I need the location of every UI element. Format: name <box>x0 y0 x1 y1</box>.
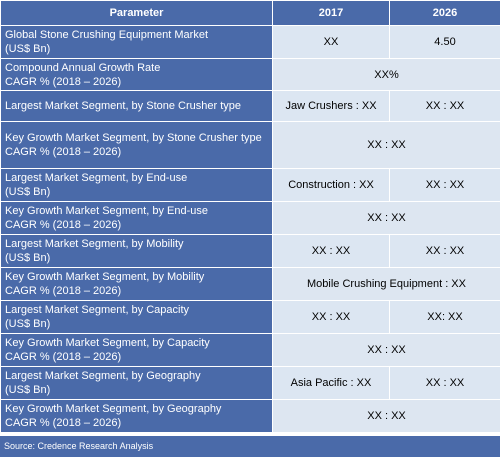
value-2017: XX <box>272 25 390 59</box>
parameter-line: Key Growth Market Segment, by Stone Crus… <box>5 132 262 144</box>
value-span: XX : XX <box>272 121 500 169</box>
value-2017: Asia Pacific : XX <box>272 366 390 400</box>
value-2026: XX : XX <box>389 168 500 202</box>
parameter-line: Largest Market Segment, by Mobility <box>5 238 184 250</box>
row-parameter: Key Growth Market Segment, by End-use CAG… <box>0 201 273 235</box>
value-span: XX% <box>272 58 500 91</box>
value-2026: XX: XX <box>389 300 500 334</box>
table-row: Largest Market Segment, by Geography (US$… <box>0 366 500 400</box>
parameter-line: CAGR % (2018 – 2026) <box>5 219 122 231</box>
parameter-line: Global Stone Crushing Equipment Market <box>5 29 208 41</box>
parameter-line: (US$ Bn) <box>5 384 51 396</box>
value-2026: XX : XX <box>389 234 500 268</box>
row-parameter: Compound Annual Growth Rate CAGR % (2018 … <box>0 58 273 91</box>
row-parameter: Key Growth Market Segment, by Capacity CA… <box>0 333 273 367</box>
market-summary-table: Parameter 2017 2026 Global Stone Crushin… <box>0 0 500 433</box>
header-year-2026: 2026 <box>389 0 500 26</box>
header-row: Parameter 2017 2026 <box>0 0 500 26</box>
table-row: Key Growth Market Segment, by Stone Crus… <box>0 121 500 169</box>
parameter-line: Compound Annual Growth Rate <box>5 61 161 74</box>
row-parameter: Largest Market Segment, by Mobility (US$ … <box>0 234 273 268</box>
value-2026: XX : XX <box>389 366 500 400</box>
parameter-line: Key Growth Market Segment, by Capacity <box>5 337 210 349</box>
value-2017: Jaw Crushers : XX <box>272 90 390 122</box>
parameter-line: Largest Market Segment, by Capacity <box>5 304 190 316</box>
parameter-line: (US$ Bn) <box>5 252 51 264</box>
parameter-line: (US$ Bn) <box>5 186 51 198</box>
parameter-line: Key Growth Market Segment, by End-use <box>5 205 208 217</box>
header-parameter: Parameter <box>0 0 273 26</box>
value-2017: Construction : XX <box>272 168 390 202</box>
table-row: Compound Annual Growth Rate CAGR % (2018 … <box>0 58 500 91</box>
row-parameter: Key Growth Market Segment, by Mobility CA… <box>0 267 273 301</box>
parameter-line: CAGR % (2018 – 2026) <box>5 146 122 158</box>
parameter-line: Largest Market Segment, by Geography <box>5 370 201 382</box>
value-span: XX : XX <box>272 333 500 367</box>
parameter-line: Largest Market Segment, by Stone Crusher… <box>5 100 242 112</box>
parameter-line: CAGR % (2018 – 2026) <box>5 417 122 429</box>
row-parameter: Largest Market Segment, by Geography (US$… <box>0 366 273 400</box>
value-span: Mobile Crushing Equipment : XX <box>272 267 500 301</box>
table-row: Largest Market Segment, by Stone Crusher… <box>0 90 500 122</box>
parameter-line: (US$ Bn) <box>5 318 51 330</box>
value-2017: XX : XX <box>272 234 390 268</box>
parameter-line: Key Growth Market Segment, by Geography <box>5 403 222 415</box>
row-parameter: Key Growth Market Segment, by Stone Crus… <box>0 121 273 169</box>
parameter-line: CAGR % (2018 – 2026) <box>5 75 122 88</box>
table-row: Key Growth Market Segment, by Geography C… <box>0 399 500 433</box>
parameter-line: CAGR % (2018 – 2026) <box>5 285 122 297</box>
row-parameter: Largest Market Segment, by End-use (US$ B… <box>0 168 273 202</box>
table-row: Largest Market Segment, by Mobility (US$ … <box>0 234 500 268</box>
row-parameter: Global Stone Crushing Equipment Market (U… <box>0 25 273 59</box>
table-row: Largest Market Segment, by Capacity (US$ … <box>0 300 500 334</box>
parameter-line: (US$ Bn) <box>5 43 51 55</box>
parameter-line: CAGR % (2018 – 2026) <box>5 351 122 363</box>
value-2017: XX : XX <box>272 300 390 334</box>
table-row: Key Growth Market Segment, by End-use CAG… <box>0 201 500 235</box>
header-year-2017: 2017 <box>272 0 390 26</box>
value-2026: XX : XX <box>389 90 500 122</box>
value-span: XX : XX <box>272 201 500 235</box>
row-parameter: Largest Market Segment, by Stone Crusher… <box>0 90 273 122</box>
table-row: Key Growth Market Segment, by Mobility CA… <box>0 267 500 301</box>
value-2026: 4.50 <box>389 25 500 59</box>
parameter-line: Largest Market Segment, by End-use <box>5 172 188 184</box>
table-row: Largest Market Segment, by End-use (US$ B… <box>0 168 500 202</box>
table-row: Global Stone Crushing Equipment Market (U… <box>0 25 500 59</box>
source-note: Source: Credence Research Analysis <box>0 436 500 457</box>
row-parameter: Key Growth Market Segment, by Geography C… <box>0 399 273 433</box>
row-parameter: Largest Market Segment, by Capacity (US$ … <box>0 300 273 334</box>
value-span: XX : XX <box>272 399 500 433</box>
table-row: Key Growth Market Segment, by Capacity CA… <box>0 333 500 367</box>
parameter-line: Key Growth Market Segment, by Mobility <box>5 271 205 283</box>
